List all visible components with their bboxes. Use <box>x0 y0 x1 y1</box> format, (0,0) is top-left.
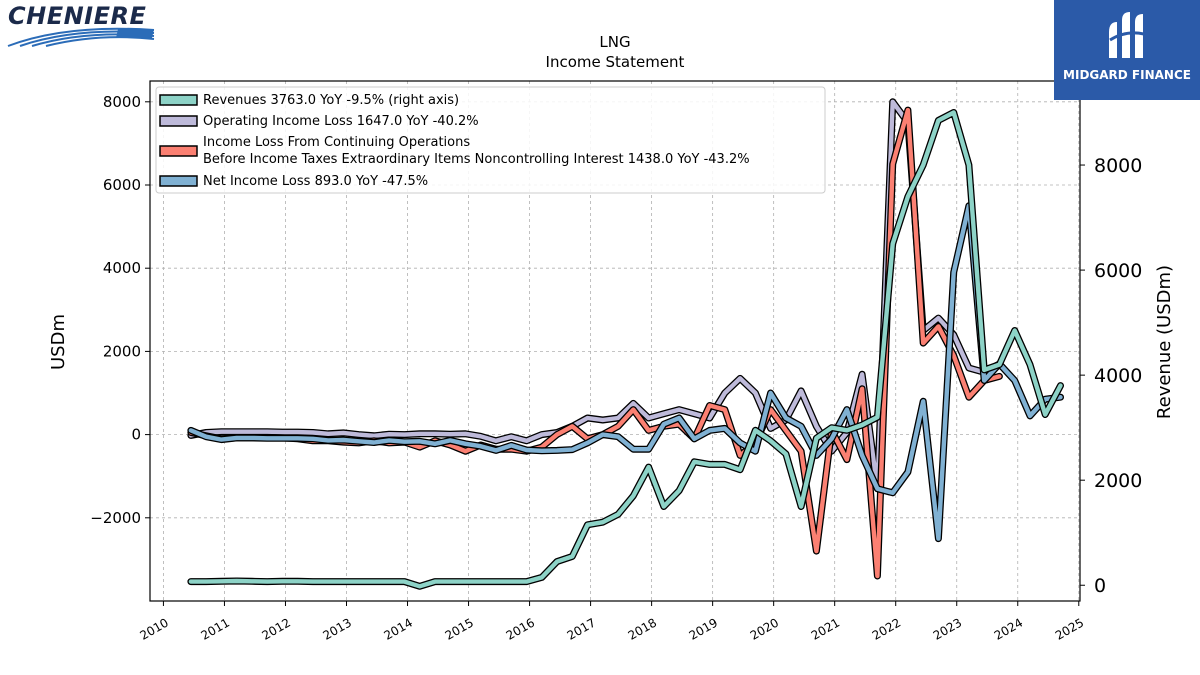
x-tick-label: 2025 <box>1053 615 1086 642</box>
legend-box <box>155 86 826 194</box>
x-tick-label: 2019 <box>687 615 720 642</box>
y2-tick-label: 6000 <box>1094 260 1142 282</box>
x-tick-label: 2018 <box>626 615 659 642</box>
chart-subtitle: Income Statement <box>546 53 685 71</box>
legend: Revenues 3763.0 YoY -9.5% (right axis) Op… <box>155 86 826 194</box>
legend-label: Before Income Taxes Extraordinary Items … <box>203 152 750 167</box>
x-tick-label: 2014 <box>382 615 415 642</box>
chart-title: LNG <box>599 33 630 51</box>
x-tick-label: 2016 <box>504 615 537 642</box>
y2-tick-label: 0 <box>1094 575 1106 597</box>
series-lines <box>187 98 1064 590</box>
legend-swatch <box>159 145 198 157</box>
series-line-outline <box>187 202 1064 543</box>
x-tick-label: 2023 <box>931 615 964 642</box>
midgard-mark-icon <box>1109 12 1145 58</box>
y2-tick-label: 2000 <box>1094 470 1142 492</box>
legend-label: Operating Income Loss 1647.0 YoY -40.2% <box>203 114 479 129</box>
legend-label: Income Loss From Continuing Operations <box>203 135 470 150</box>
series-line <box>188 203 1063 541</box>
y-tick-label: 2000 <box>103 342 141 360</box>
y-tick-label: 0 <box>131 426 141 444</box>
midgard-finance-logo: MIDGARD FINANCE <box>1054 0 1200 100</box>
legend-swatch <box>159 115 198 127</box>
y-axis-label: USDm <box>48 314 69 370</box>
cheniere-logo-text: CHENIERE <box>8 2 147 30</box>
legend-label: Net Income Loss 893.0 YoY -47.5% <box>203 174 428 189</box>
x-tick-label: 2022 <box>870 615 903 642</box>
x-tick-label: 2021 <box>809 615 842 642</box>
y2-tick-label: 4000 <box>1094 365 1142 387</box>
x-tick-label: 2017 <box>565 615 598 642</box>
y-tick-label: 6000 <box>103 176 141 194</box>
cheniere-swoosh-icon <box>7 27 155 47</box>
legend-swatch <box>159 175 198 187</box>
legend-label: Revenues 3763.0 YoY -9.5% (right axis) <box>203 93 459 108</box>
y-tick-label: 4000 <box>103 259 141 277</box>
x-tick-label: 2013 <box>321 615 354 642</box>
midgard-finance-text: MIDGARD FINANCE <box>1063 68 1191 82</box>
x-tick-label: 2015 <box>443 615 476 642</box>
x-tick-label: 2012 <box>260 615 293 642</box>
y2-tick-label: 8000 <box>1094 155 1142 177</box>
plot-frame <box>149 80 1081 602</box>
legend-swatch <box>159 94 198 106</box>
series-line <box>188 110 1063 589</box>
cheniere-logo: CHENIERE <box>6 2 156 50</box>
x-tick-label: 2010 <box>137 615 170 642</box>
y-tick-label: 8000 <box>103 93 141 111</box>
x-tick-label: 2024 <box>992 615 1025 642</box>
series-3 <box>187 202 1064 543</box>
x-tick-label: 2020 <box>748 615 781 642</box>
series-0 <box>187 109 1064 590</box>
y-tick-label: −2000 <box>90 509 141 527</box>
x-tick-label: 2011 <box>198 615 231 642</box>
y2-axis-label: Revenue (USDm) <box>1154 265 1175 419</box>
